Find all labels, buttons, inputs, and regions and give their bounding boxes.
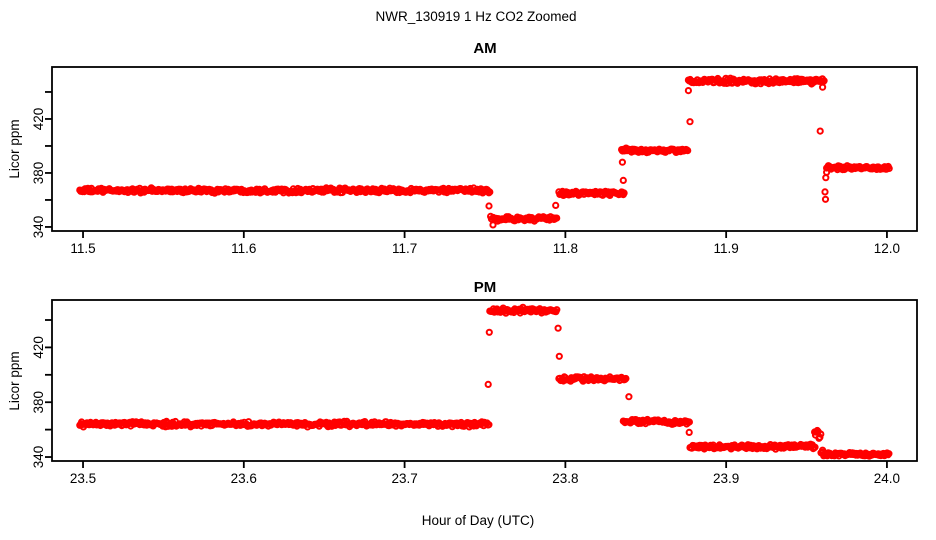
x-tick-label: 11.9 — [714, 241, 739, 256]
data-point — [885, 450, 893, 458]
data-point — [817, 430, 825, 438]
y-tick-label: 380 — [31, 391, 46, 414]
outlier-point — [823, 168, 831, 176]
outlier-point — [618, 158, 627, 166]
data-point — [684, 147, 692, 155]
data-point — [685, 418, 694, 426]
x-tick-label: 23.8 — [552, 471, 578, 486]
x-tick-label: 11.8 — [553, 241, 578, 256]
pm-y-axis-label: Licor ppm — [7, 351, 22, 410]
data-point — [485, 421, 493, 429]
plot-box — [51, 299, 918, 462]
data-point — [553, 214, 561, 222]
outlier-point — [555, 352, 563, 360]
chart-main-title: NWR_130919 1 Hz CO2 Zoomed — [375, 9, 576, 24]
pm-panel: 23.5 23.6 23.7 23.8 23.9 24.0 340 380 420 — [31, 299, 918, 486]
x-tick-label: 12.0 — [874, 241, 900, 256]
x-tick-label: 23.6 — [231, 471, 257, 486]
data-point — [885, 164, 893, 172]
outlier-point — [554, 324, 562, 332]
x-tick-label: 23.7 — [391, 471, 417, 486]
data-point — [816, 433, 824, 441]
y-tick-label: 420 — [31, 108, 46, 131]
outlier-point — [684, 87, 693, 95]
x-tick-label: 24.0 — [874, 471, 900, 486]
am-panel: 11.5 11.6 11.7 11.8 11.9 12.0 340 380 420 — [31, 66, 918, 256]
data-point — [620, 189, 628, 197]
y-tick-label: 420 — [31, 336, 46, 359]
data-point — [486, 188, 494, 196]
data-point — [622, 374, 630, 383]
y-tick-label: 340 — [31, 216, 46, 239]
outlier-point — [816, 127, 824, 135]
outlier-point — [821, 195, 830, 203]
y-tick-label: 380 — [31, 162, 46, 185]
outlier-point — [821, 188, 829, 196]
pm-panel-title: PM — [474, 279, 497, 296]
outlier-point — [819, 446, 827, 454]
x-tick-label: 11.5 — [70, 241, 95, 256]
data-points — [76, 303, 893, 460]
data-point — [820, 77, 828, 85]
outlier-point — [489, 221, 497, 229]
data-points — [76, 74, 893, 229]
am-panel-title: AM — [473, 40, 496, 57]
outlier-point — [485, 328, 493, 336]
outlier-point — [685, 428, 693, 436]
data-point — [811, 443, 819, 451]
outlier-point — [484, 380, 492, 388]
x-tick-label: 23.5 — [70, 471, 96, 486]
outlier-point — [819, 83, 827, 91]
outlier-point — [619, 176, 627, 184]
x-tick-label: 11.7 — [392, 241, 417, 256]
y-tick-label: 340 — [31, 446, 46, 469]
x-tick-label: 11.6 — [231, 241, 256, 256]
outlier-point — [686, 118, 694, 126]
outlier-point — [552, 201, 560, 209]
x-tick-label: 23.9 — [713, 471, 739, 486]
plot-box — [51, 66, 918, 232]
am-y-axis-label: Licor ppm — [7, 119, 22, 178]
outlier-point — [485, 202, 493, 210]
data-point — [553, 306, 561, 314]
outlier-point — [625, 393, 633, 401]
outlier-point — [822, 174, 830, 182]
x-axis-label: Hour of Day (UTC) — [422, 513, 535, 528]
